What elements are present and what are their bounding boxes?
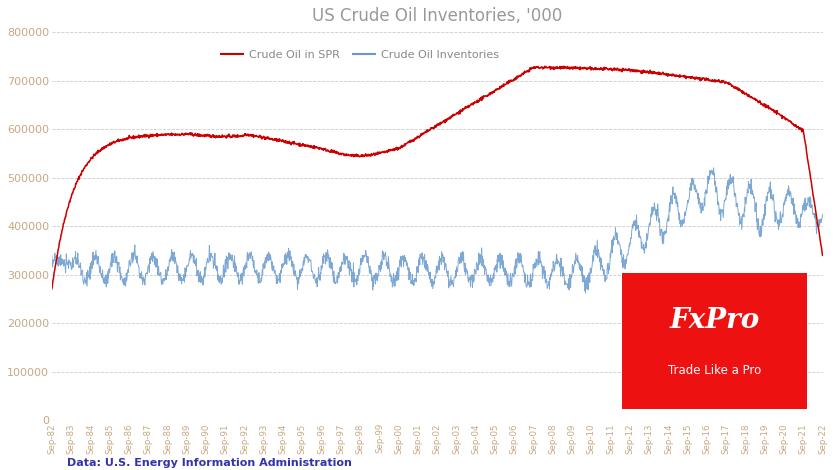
Text: Trade Like a Pro: Trade Like a Pro: [668, 364, 761, 377]
Legend: Crude Oil in SPR, Crude Oil Inventories: Crude Oil in SPR, Crude Oil Inventories: [217, 46, 504, 64]
Text: FxPro: FxPro: [670, 307, 760, 334]
Title: US Crude Oil Inventories, '000: US Crude Oil Inventories, '000: [312, 7, 562, 25]
Text: Data: U.S. Energy Information Administration: Data: U.S. Energy Information Administra…: [67, 458, 352, 468]
